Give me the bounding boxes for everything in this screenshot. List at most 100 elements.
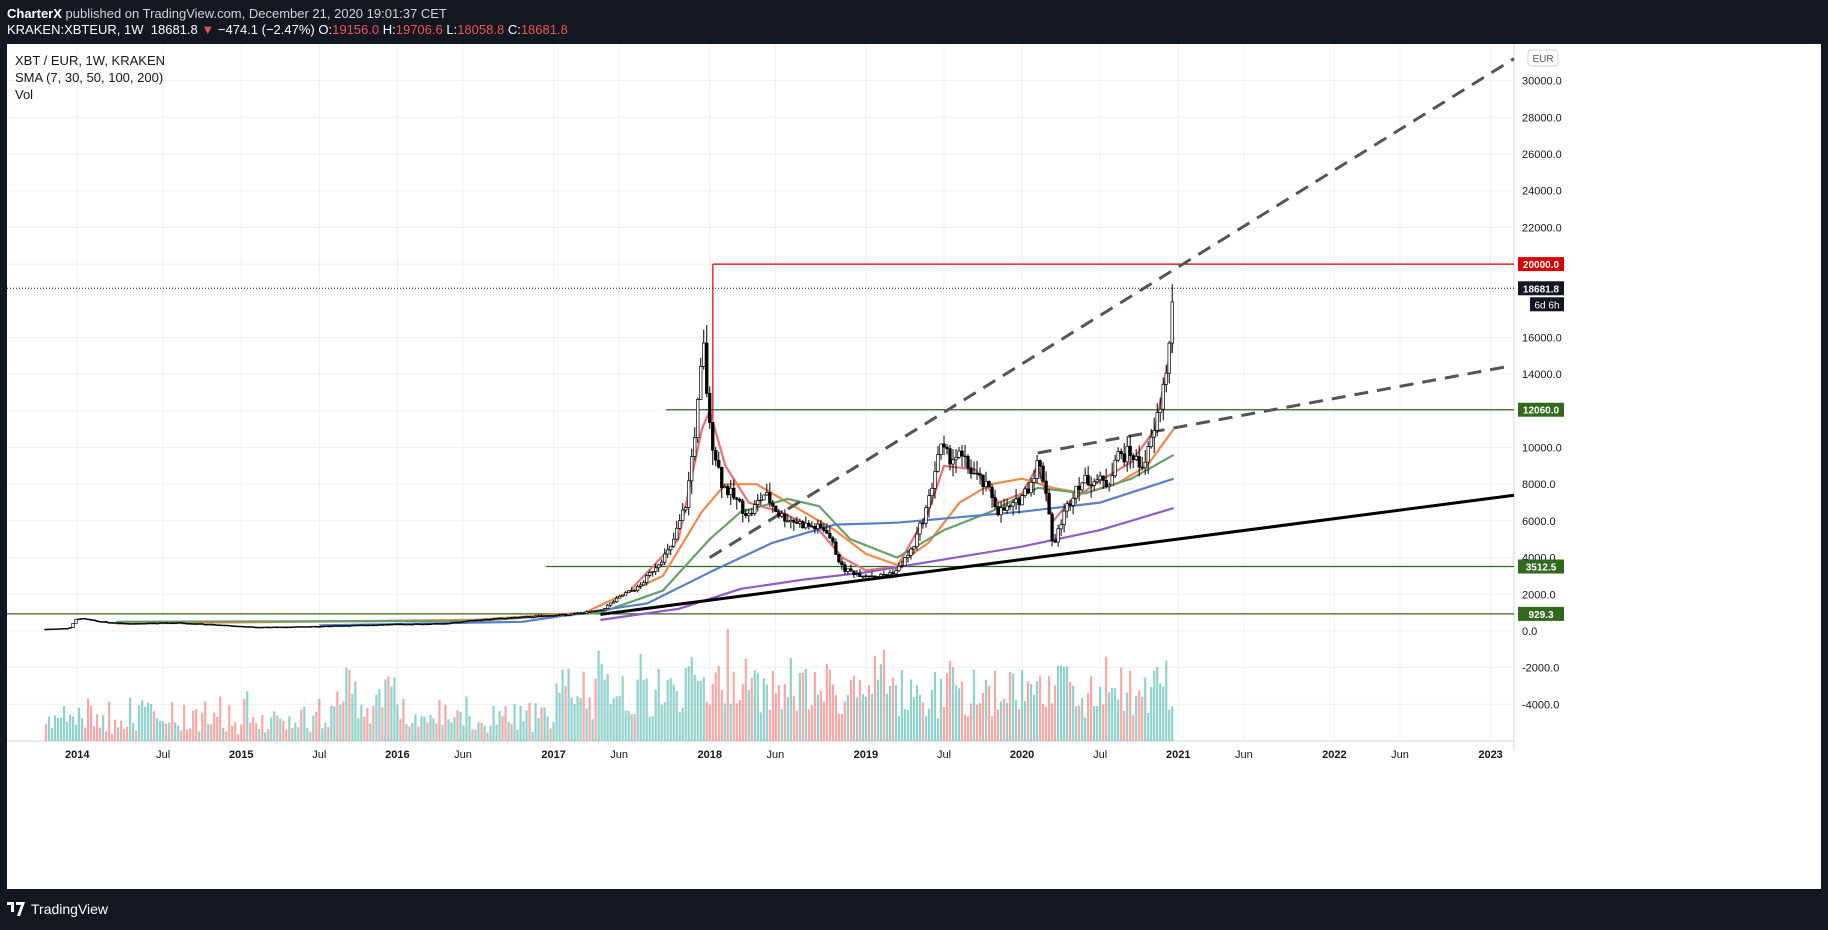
chart-svg[interactable]: 2014 Jul 2015 Jul 2016 Jun 2017 Jun 2018 Jun 2019 J… [7,44,1821,889]
volume-bar [1135,695,1138,741]
candle-body [768,492,772,504]
candle-body [53,628,57,630]
candle-body [933,471,937,489]
high-value: 19706.6 [395,22,443,37]
publisher-name: CharterX [7,6,62,21]
volume-bar [138,705,141,741]
volume-bar [288,716,291,741]
volume-bar [47,716,51,741]
candle-body [762,494,766,501]
candle-body [596,609,601,612]
volume-bar [888,686,892,741]
candle-body [666,549,670,555]
volume-bar [1159,683,1162,741]
volume-bar [243,698,246,741]
volume-bar [147,702,150,741]
candle-body [624,592,628,596]
candle-body [434,623,439,625]
volume-bar [678,711,681,741]
volume-bar [609,704,612,741]
candle-body [789,519,793,522]
volume-bar [83,727,87,741]
candle-body [464,620,469,623]
candle-body [843,564,847,572]
candle-body [107,622,111,624]
candle-body [260,626,264,629]
low-value: 18058.8 [457,22,505,37]
candle-body [605,604,610,609]
volume-bar [507,721,510,741]
volume-bar [711,683,714,741]
level-price-badge [1518,402,1564,417]
candle-body [978,473,982,476]
candle-body [909,548,913,556]
x-tick-label: 2015 [229,749,253,761]
candle-body [242,626,246,628]
candle-body [1161,384,1165,410]
candle-body [275,626,279,629]
volume-bar [861,694,865,741]
volume-bar [53,715,57,741]
candle-body [284,626,288,629]
candle-body [98,620,102,623]
candle-body [717,459,721,468]
candle-body [572,612,577,615]
volume-bar [1093,705,1096,741]
volume-bar [969,703,973,741]
y-tick-label: -4000.0 [1522,699,1559,711]
candle-body [563,613,568,616]
chart-area[interactable]: 2014 Jul 2015 Jul 2016 Jun 2017 Jun 2018 Jun 2019 J… [7,44,1821,889]
candle-body [972,472,976,475]
candle-body [482,618,487,621]
volume-bar [654,689,657,741]
candle-body [425,623,430,626]
volume-bar [267,729,270,741]
candle-body [245,626,249,628]
candle-body [446,622,451,625]
volume-bar [801,672,804,741]
candle-body [491,618,496,620]
legend-pair: XBT / EUR, 1W, KRAKEN [15,53,166,68]
volume-bar [804,668,807,741]
candle-body [1011,502,1015,507]
candle-body [128,623,132,625]
volume-bar [120,720,123,741]
volume-bar [519,705,522,741]
candle-body [476,619,481,622]
candle-body [545,615,550,617]
candle-body [924,507,928,524]
candle-body [888,572,892,575]
candle-body [311,625,315,628]
volume-bar [423,716,426,741]
volume-bar [513,704,516,741]
candle-body [314,625,318,628]
candle-body [509,617,514,619]
candle-body [431,623,436,625]
candle-body [365,624,370,627]
volume-bar [1029,683,1033,741]
candle-body [879,574,883,577]
candle-body [536,615,541,617]
candle-body [362,624,367,627]
volume-bar [171,702,174,741]
candle-body [987,481,991,488]
volume-bar [414,714,417,741]
candle-body [1125,445,1129,463]
candle-body [470,619,475,622]
candle-body [1143,461,1147,469]
volume-bar [59,717,63,741]
candle-body [134,623,138,625]
candle-body [780,513,784,517]
candle-body [524,616,529,618]
countdown-badge [1530,297,1564,312]
candle-body [449,622,454,624]
volume-bar [744,658,747,741]
volume-bar [837,713,840,741]
candle-body [218,624,222,626]
volume-bar [849,679,852,741]
candle-body [341,625,346,627]
volume-bar [456,710,459,741]
volume-bar [366,707,369,741]
brand-logo[interactable]: TradingView [7,901,108,917]
candle-body [1110,475,1114,486]
